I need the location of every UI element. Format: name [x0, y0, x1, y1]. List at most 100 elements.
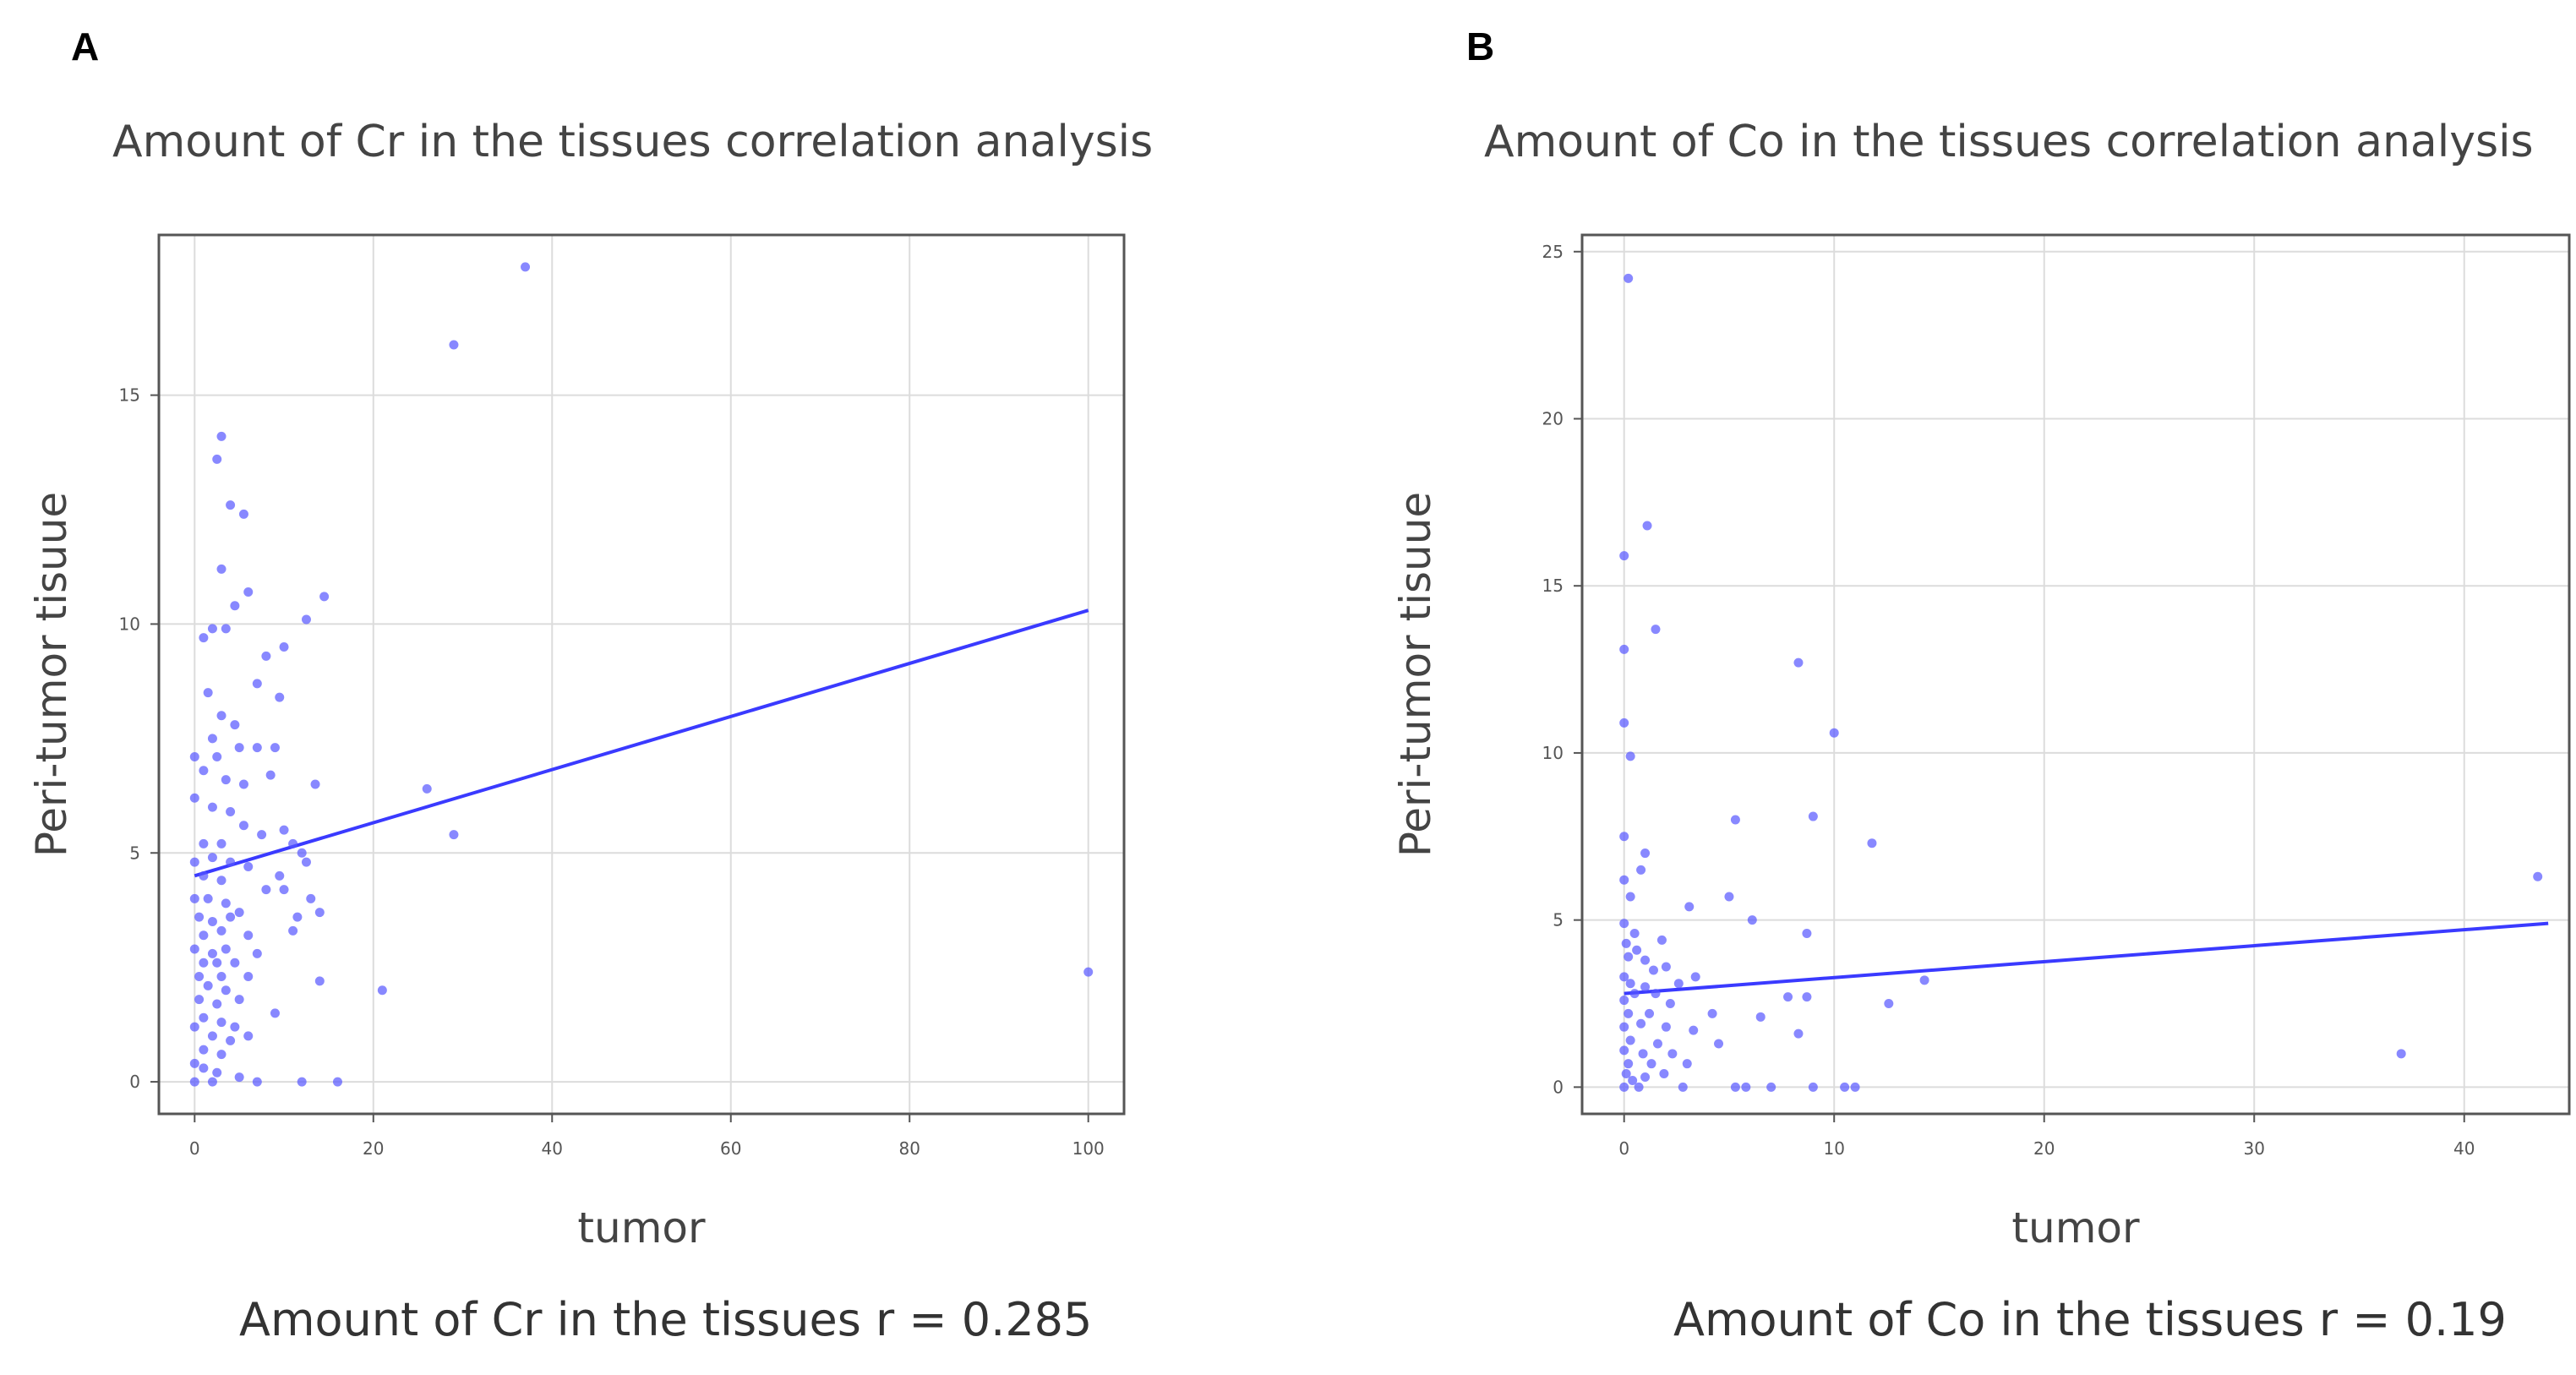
- data-point: [221, 624, 231, 634]
- data-point: [310, 779, 320, 789]
- data-point: [216, 972, 226, 981]
- x-tick-label: 40: [2453, 1138, 2475, 1159]
- x-tick-label: 80: [898, 1138, 920, 1159]
- data-point: [1645, 1008, 1655, 1018]
- data-point: [521, 262, 531, 272]
- data-point: [261, 651, 271, 661]
- data-point: [1629, 989, 1640, 999]
- data-point: [1632, 945, 1642, 955]
- data-point: [1625, 1035, 1635, 1045]
- data-point: [449, 340, 459, 350]
- data-point: [1682, 1059, 1692, 1069]
- data-point: [1646, 1059, 1656, 1069]
- data-point: [1808, 1082, 1818, 1092]
- data-point: [449, 830, 459, 840]
- chart-title: Amount of Co in the tissues correlation …: [1484, 117, 2534, 167]
- data-point: [1665, 999, 1675, 1009]
- data-point: [238, 821, 248, 831]
- data-point: [189, 1022, 199, 1032]
- data-point: [243, 972, 254, 981]
- data-point: [216, 876, 226, 886]
- data-point: [221, 775, 231, 785]
- data-point: [1690, 972, 1700, 982]
- data-point: [1619, 875, 1629, 885]
- data-point: [1619, 644, 1629, 654]
- data-point: [1714, 1039, 1724, 1049]
- y-axis-title: Peri-tumor tisuue: [27, 492, 76, 857]
- data-point: [314, 976, 325, 986]
- x-tick-label: 60: [720, 1138, 741, 1159]
- data-point: [194, 995, 205, 1005]
- data-point: [1840, 1082, 1850, 1092]
- correlation-caption: Amount of Co in the tissues r = 0.19: [1673, 1293, 2507, 1346]
- data-point: [203, 893, 213, 903]
- data-point: [221, 898, 231, 908]
- data-point: [226, 857, 236, 867]
- data-point: [1747, 915, 1757, 925]
- data-point: [1661, 1022, 1671, 1032]
- data-point: [1625, 892, 1635, 902]
- x-axis-title: tumor: [2011, 1203, 2140, 1252]
- y-tick-label: 0: [1553, 1077, 1564, 1097]
- data-point: [257, 830, 267, 840]
- data-point: [199, 958, 209, 968]
- plot-frame: [157, 233, 1126, 1116]
- data-point: [1636, 865, 1646, 875]
- plot-area: [159, 235, 1124, 1114]
- data-point: [1689, 1025, 1699, 1035]
- data-point: [199, 1063, 209, 1073]
- data-point: [279, 885, 289, 895]
- data-point: [1884, 999, 1894, 1009]
- data-point: [1638, 1049, 1648, 1059]
- data-point: [1684, 902, 1695, 912]
- data-point: [1640, 982, 1651, 992]
- data-point: [1625, 751, 1635, 761]
- data-point: [1707, 1008, 1717, 1018]
- data-point: [1730, 1082, 1740, 1092]
- data-point: [2533, 871, 2543, 881]
- data-point: [332, 1077, 342, 1087]
- data-point: [1636, 1018, 1646, 1029]
- y-tick-label: 10: [119, 614, 140, 634]
- data-point: [207, 734, 217, 744]
- data-point: [1624, 1059, 1634, 1069]
- panel-letter: B: [1466, 25, 1495, 68]
- data-point: [199, 838, 209, 848]
- data-point: [1621, 1069, 1631, 1079]
- x-tick-label: 0: [1618, 1138, 1629, 1159]
- data-point: [1850, 1082, 1860, 1092]
- x-tick-label: 0: [189, 1138, 200, 1159]
- data-point: [1619, 1022, 1629, 1032]
- data-point: [189, 944, 199, 954]
- data-point: [189, 752, 199, 761]
- data-point: [1629, 928, 1640, 938]
- data-point: [207, 1031, 217, 1041]
- data-point: [1651, 989, 1661, 999]
- data-point: [252, 1077, 262, 1087]
- data-point: [279, 825, 289, 835]
- data-point: [252, 743, 262, 753]
- data-point: [1659, 1069, 1669, 1079]
- correlation-caption: Amount of Cr in the tissues r = 0.285: [239, 1293, 1093, 1346]
- x-tick-label: 40: [542, 1138, 563, 1159]
- data-point: [230, 958, 240, 968]
- data-point: [194, 912, 205, 922]
- data-point: [422, 783, 432, 794]
- data-point: [194, 972, 205, 981]
- data-point: [1919, 975, 1929, 985]
- data-point: [1619, 919, 1629, 929]
- data-point: [243, 862, 254, 871]
- data-point: [1624, 273, 1634, 283]
- data-point: [243, 587, 254, 597]
- data-point: [297, 848, 307, 858]
- data-point: [1678, 1082, 1688, 1092]
- data-point: [1619, 1082, 1629, 1092]
- data-point: [279, 642, 289, 652]
- data-point: [238, 509, 248, 519]
- data-point: [314, 908, 325, 918]
- data-point: [238, 779, 248, 789]
- data-point: [234, 743, 244, 753]
- data-point: [226, 500, 236, 510]
- data-point: [1083, 967, 1094, 977]
- regression-line: [1624, 921, 2549, 996]
